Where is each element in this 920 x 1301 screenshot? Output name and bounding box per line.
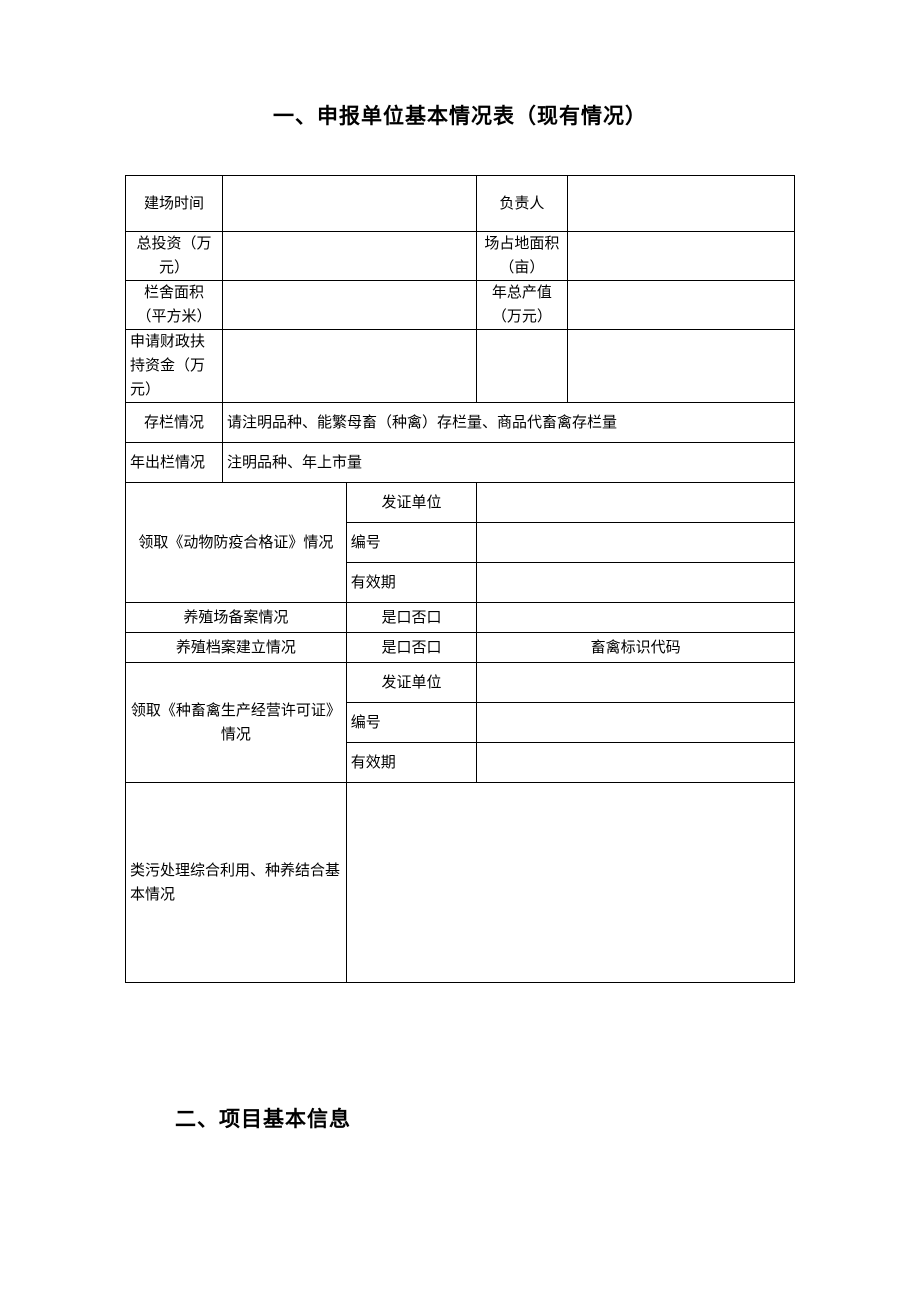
cell-responsible-person-label: 负责人 (477, 176, 567, 232)
cell-breeding-license-issuer-value (477, 663, 795, 703)
cell-epidemic-cert-label: 领取《动物防疫合格证》情况 (126, 483, 347, 603)
cell-pen-area-label: 栏舍面积（平方米） (126, 281, 223, 330)
cell-archive-label: 养殖档案建立情况 (126, 633, 347, 663)
cell-stock-status-label: 存栏情况 (126, 403, 223, 443)
cell-epidemic-cert-validity-value (477, 563, 795, 603)
table-row: 申请财政扶持资金（万元） (126, 330, 795, 403)
cell-establishment-date-value (223, 176, 477, 232)
cell-apply-fund-value (223, 330, 477, 403)
table-row: 领取《动物防疫合格证》情况 发证单位 (126, 483, 795, 523)
cell-annual-output-label: 年总产值（万元） (477, 281, 567, 330)
table-row: 类污处理综合利用、种养结合基本情况 (126, 783, 795, 983)
cell-responsible-person-value (567, 176, 794, 232)
cell-annual-outflow-value: 注明品种、年上市量 (223, 443, 795, 483)
cell-epidemic-cert-issuer-label: 发证单位 (346, 483, 476, 523)
table-row: 养殖档案建立情况 是口否口 畜禽标识代码 (126, 633, 795, 663)
cell-farm-filing-value (477, 603, 795, 633)
cell-waste-treatment-value (346, 783, 794, 983)
section-2-heading: 二、项目基本信息 (175, 1103, 795, 1133)
cell-annual-output-value (567, 281, 794, 330)
page: 一、申报单位基本情况表（现有情况） 建场时间 负责人 总投资（万元） 场占地面积… (0, 0, 920, 1133)
table-row: 年出栏情况 注明品种、年上市量 (126, 443, 795, 483)
table-row: 栏舍面积（平方米） 年总产值（万元） (126, 281, 795, 330)
cell-apply-fund-label: 申请财政扶持资金（万元） (126, 330, 223, 403)
cell-livestock-id-label: 畜禽标识代码 (477, 633, 795, 663)
section-1-heading: 一、申报单位基本情况表（现有情况） (125, 100, 795, 130)
cell-farm-filing-label: 养殖场备案情况 (126, 603, 347, 633)
cell-breeding-license-validity-value (477, 743, 795, 783)
cell-epidemic-cert-validity-label: 有效期 (346, 563, 476, 603)
cell-establishment-date-label: 建场时间 (126, 176, 223, 232)
cell-farm-filing-yesno: 是口否口 (346, 603, 476, 633)
cell-epidemic-cert-no-label: 编号 (346, 523, 476, 563)
cell-epidemic-cert-issuer-value (477, 483, 795, 523)
cell-empty-r4b (567, 330, 794, 403)
table-row: 总投资（万元） 场占地面积（亩） (126, 232, 795, 281)
table-row: 领取《种畜禽生产经营许可证》情况 发证单位 (126, 663, 795, 703)
cell-empty-r4a (477, 330, 567, 403)
cell-stock-status-value: 请注明品种、能繁母畜（种禽）存栏量、商品代畜禽存栏量 (223, 403, 795, 443)
application-form-table: 建场时间 负责人 总投资（万元） 场占地面积（亩） 栏舍面积（平方米） 年总产值… (125, 175, 795, 983)
cell-total-investment-label: 总投资（万元） (126, 232, 223, 281)
cell-annual-outflow-label: 年出栏情况 (126, 443, 223, 483)
table-row: 建场时间 负责人 (126, 176, 795, 232)
cell-breeding-license-issuer-label: 发证单位 (346, 663, 476, 703)
table-row: 养殖场备案情况 是口否口 (126, 603, 795, 633)
cell-land-area-value (567, 232, 794, 281)
cell-breeding-license-no-label: 编号 (346, 703, 476, 743)
cell-breeding-license-no-value (477, 703, 795, 743)
cell-breeding-license-label: 领取《种畜禽生产经营许可证》情况 (126, 663, 347, 783)
cell-epidemic-cert-no-value (477, 523, 795, 563)
cell-breeding-license-validity-label: 有效期 (346, 743, 476, 783)
cell-total-investment-value (223, 232, 477, 281)
table-row: 存栏情况 请注明品种、能繁母畜（种禽）存栏量、商品代畜禽存栏量 (126, 403, 795, 443)
cell-waste-treatment-label: 类污处理综合利用、种养结合基本情况 (126, 783, 347, 983)
cell-land-area-label: 场占地面积（亩） (477, 232, 567, 281)
cell-archive-yesno: 是口否口 (346, 633, 476, 663)
cell-pen-area-value (223, 281, 477, 330)
